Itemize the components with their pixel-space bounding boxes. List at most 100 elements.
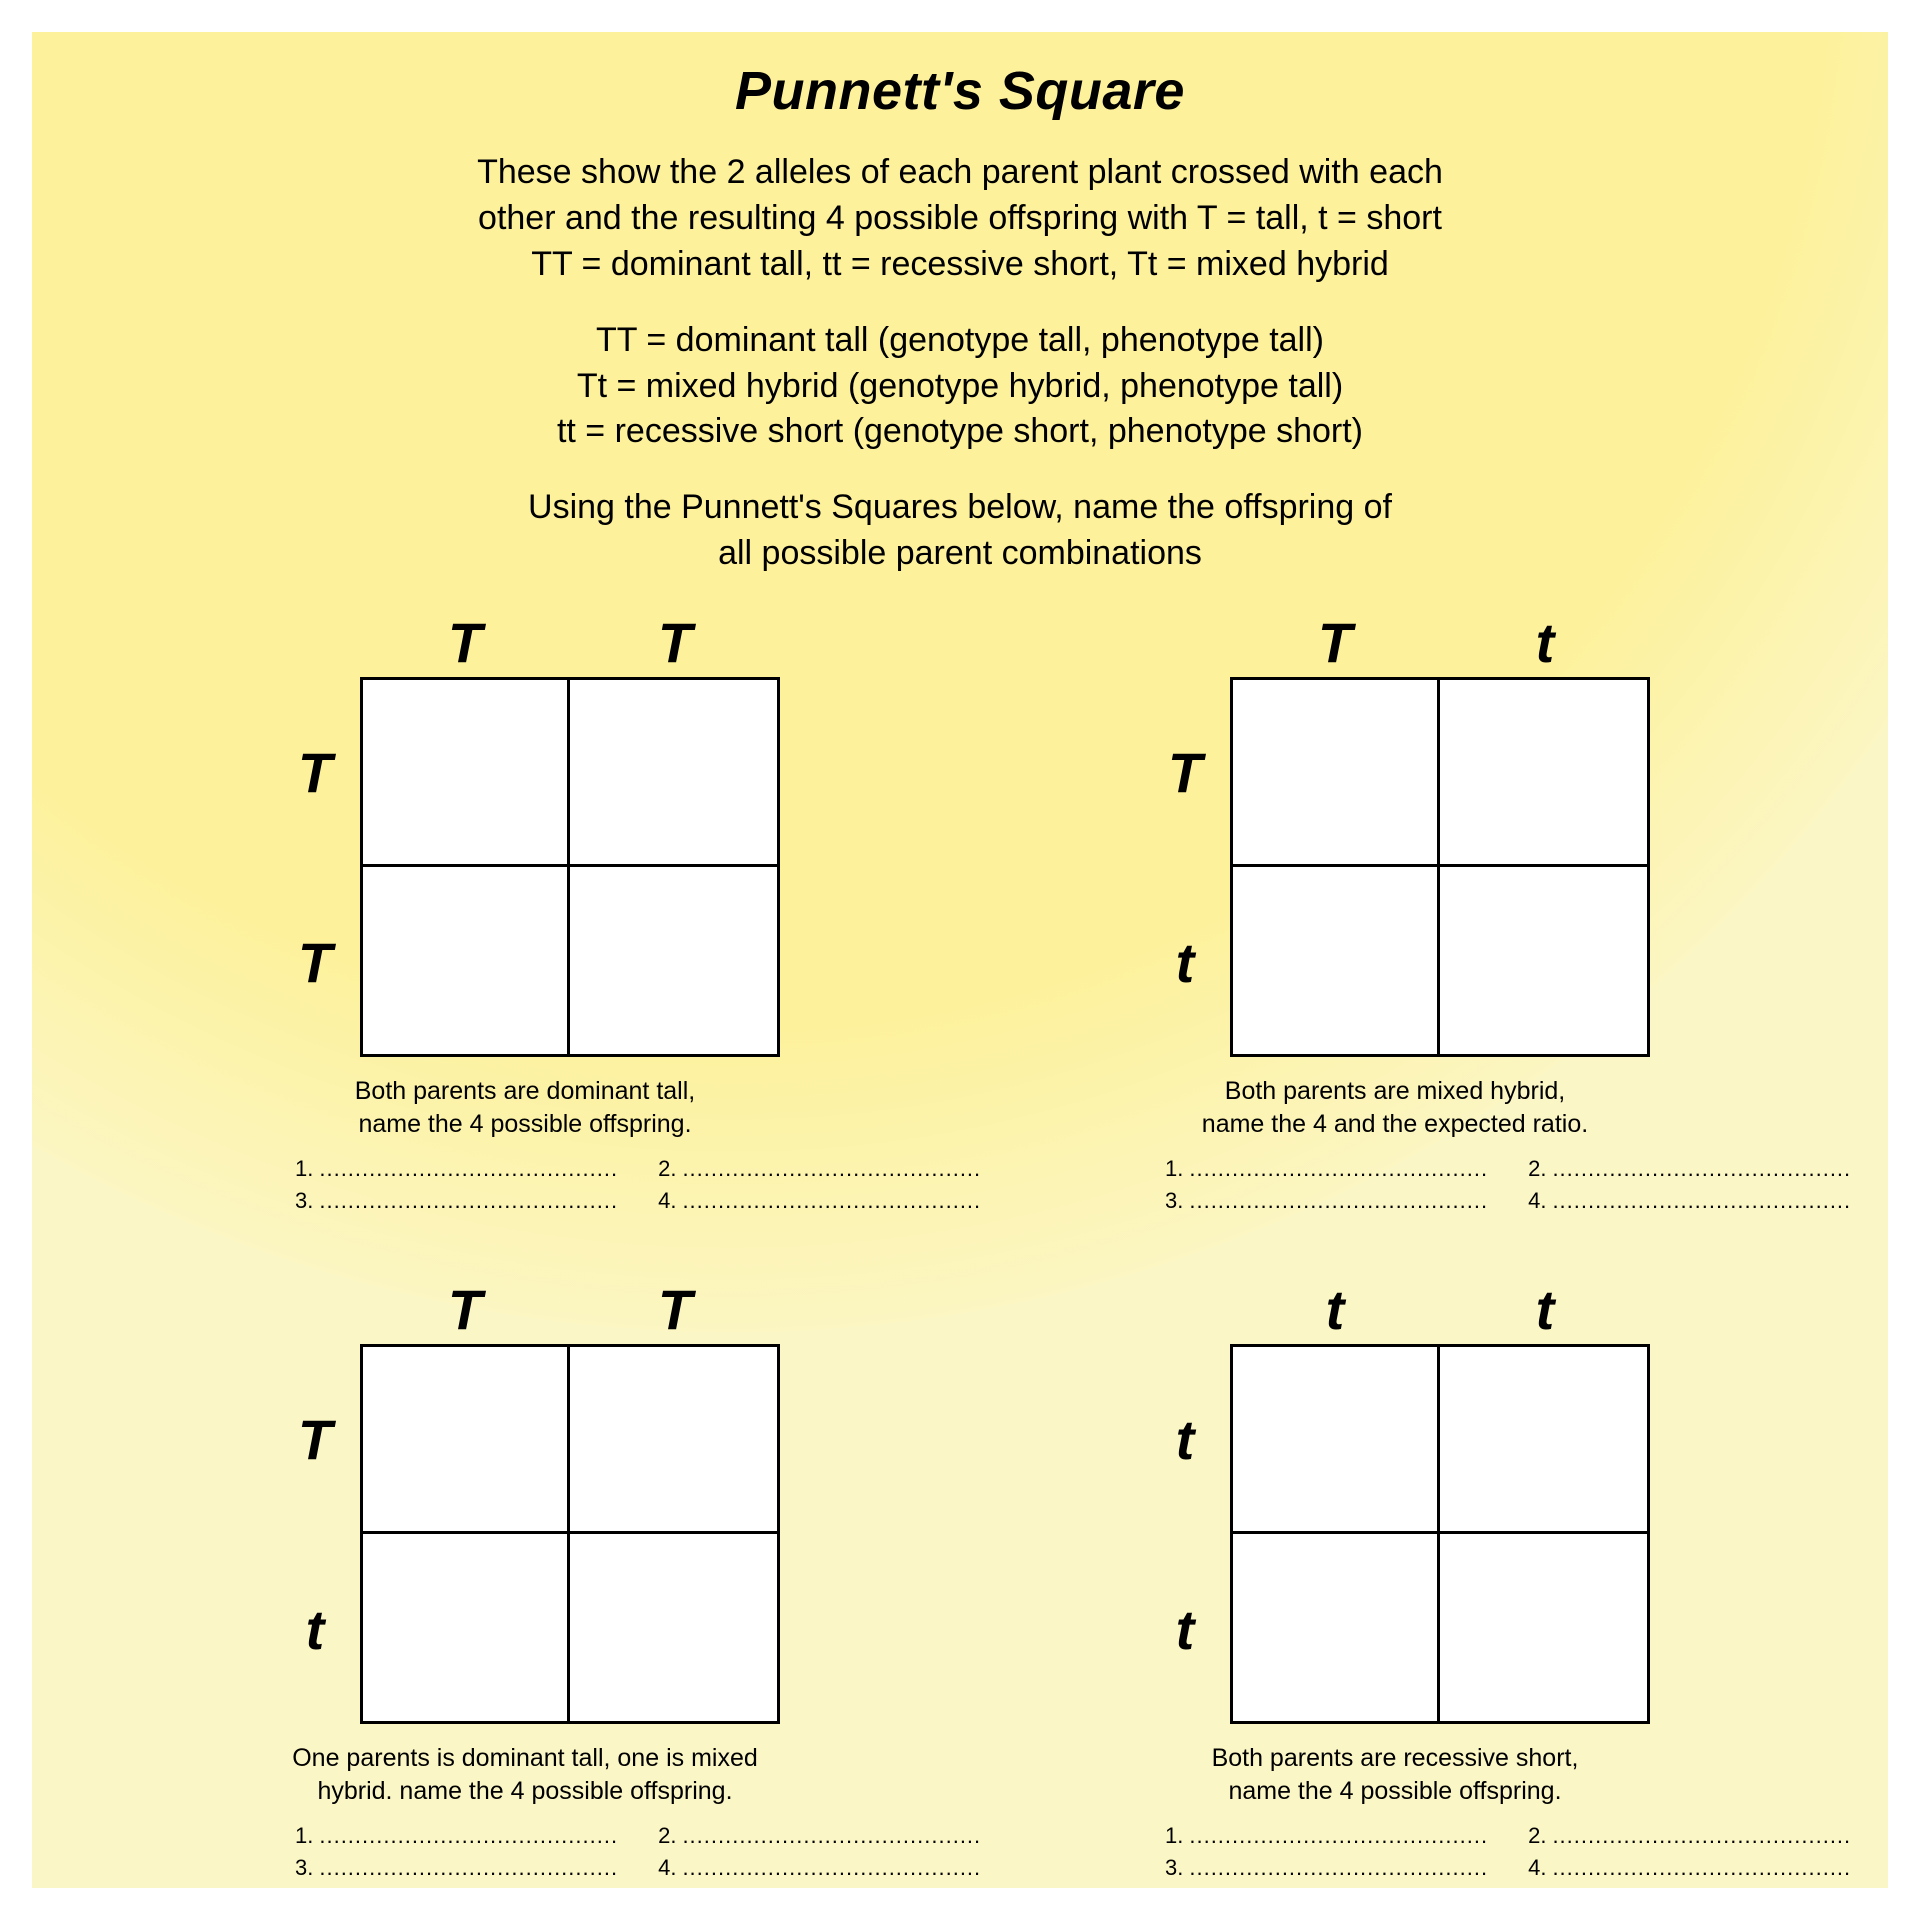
punnett-squares-grid: T T T T Both parents are dominant tall, … — [200, 607, 1720, 1881]
answer-number: 3. — [1165, 1188, 1183, 1214]
col-allele-label: T — [570, 1274, 780, 1344]
answer-number: 1. — [1165, 1156, 1183, 1182]
answer-blank[interactable]: 1.......................................… — [1165, 1823, 1488, 1849]
punnett-grid: t t t t — [1075, 1274, 1715, 1724]
answer-blank[interactable]: 2.......................................… — [1528, 1823, 1851, 1849]
punnett-square-3: T T T t One parents is dominant tall, on… — [205, 1274, 845, 1881]
row-allele-label: t — [1140, 867, 1230, 1057]
punnett-cell[interactable] — [570, 867, 780, 1057]
answer-blank[interactable]: 1.......................................… — [1165, 1156, 1488, 1182]
blank-dots: ........................................… — [1552, 1156, 1851, 1182]
blank-dots: ........................................… — [1552, 1855, 1851, 1881]
intro-line: Tt = mixed hybrid (genotype hybrid, phen… — [210, 364, 1710, 410]
answer-blanks: 1.......................................… — [205, 1823, 845, 1881]
blank-dots: ........................................… — [1189, 1156, 1488, 1182]
intro-para-1: These show the 2 alleles of each parent … — [210, 150, 1710, 288]
col-allele-label: T — [1230, 607, 1440, 677]
answer-number: 2. — [658, 1156, 676, 1182]
answer-blank[interactable]: 3.......................................… — [1165, 1188, 1488, 1214]
row-allele-label: T — [270, 677, 360, 867]
answer-number: 4. — [1528, 1855, 1546, 1881]
answer-blank[interactable]: 1.......................................… — [295, 1156, 618, 1182]
punnett-grid: T t T t — [1075, 607, 1715, 1057]
blank-dots: ........................................… — [319, 1823, 618, 1849]
answer-blank[interactable]: 4.......................................… — [1528, 1855, 1851, 1881]
punnett-cell[interactable] — [1230, 1344, 1440, 1534]
answer-blank[interactable]: 4.......................................… — [658, 1855, 981, 1881]
col-allele-label: t — [1230, 1274, 1440, 1344]
blank-dots: ........................................… — [319, 1156, 618, 1182]
answer-blank[interactable]: 1.......................................… — [295, 1823, 618, 1849]
col-allele-label: t — [1440, 607, 1650, 677]
intro-line: all possible parent combinations — [210, 531, 1710, 577]
answer-blanks: 1.......................................… — [1075, 1156, 1715, 1214]
answer-blank[interactable]: 4.......................................… — [1528, 1188, 1851, 1214]
square-caption: Both parents are mixed hybrid, name the … — [1075, 1075, 1715, 1140]
answer-blank[interactable]: 4.......................................… — [658, 1188, 981, 1214]
blank-dots: ........................................… — [1189, 1823, 1488, 1849]
answer-number: 4. — [658, 1855, 676, 1881]
caption-line: hybrid. name the 4 possible offspring. — [265, 1775, 785, 1808]
answer-number: 2. — [658, 1823, 676, 1849]
punnett-cell[interactable] — [1230, 677, 1440, 867]
worksheet-sheet: Punnett's Square These show the 2 allele… — [32, 32, 1888, 1888]
answer-number: 2. — [1528, 1823, 1546, 1849]
square-caption: Both parents are dominant tall, name the… — [205, 1075, 845, 1140]
answer-number: 4. — [658, 1188, 676, 1214]
row-allele-label: t — [1140, 1534, 1230, 1724]
answer-blank[interactable]: 2.......................................… — [658, 1823, 981, 1849]
blank-dots: ........................................… — [1552, 1188, 1851, 1214]
row-allele-label: t — [1140, 1344, 1230, 1534]
answer-number: 4. — [1528, 1188, 1546, 1214]
answer-number: 1. — [295, 1156, 313, 1182]
row-allele-label: T — [270, 1344, 360, 1534]
intro-line: TT = dominant tall, tt = recessive short… — [210, 242, 1710, 288]
punnett-cell[interactable] — [570, 677, 780, 867]
answer-number: 1. — [295, 1823, 313, 1849]
punnett-square-4: t t t t Both parents are recessive short… — [1075, 1274, 1715, 1881]
answer-number: 3. — [1165, 1855, 1183, 1881]
punnett-cell[interactable] — [1440, 677, 1650, 867]
caption-line: Both parents are dominant tall, — [265, 1075, 785, 1108]
punnett-cell[interactable] — [570, 1534, 780, 1724]
blank-dots: ........................................… — [682, 1823, 981, 1849]
punnett-grid: T T T T — [205, 607, 845, 1057]
punnett-cell[interactable] — [570, 1344, 780, 1534]
intro-line: other and the resulting 4 possible offsp… — [210, 196, 1710, 242]
answer-blank[interactable]: 2.......................................… — [658, 1156, 981, 1182]
blank-dots: ........................................… — [1552, 1823, 1851, 1849]
answer-number: 2. — [1528, 1156, 1546, 1182]
punnett-cell[interactable] — [360, 1344, 570, 1534]
punnett-cell[interactable] — [360, 1534, 570, 1724]
worksheet-content: Punnett's Square These show the 2 allele… — [32, 32, 1888, 1888]
punnett-cell[interactable] — [1230, 867, 1440, 1057]
punnett-cell[interactable] — [360, 867, 570, 1057]
caption-line: Both parents are mixed hybrid, — [1135, 1075, 1655, 1108]
blank-dots: ........................................… — [1189, 1855, 1488, 1881]
punnett-grid: T T T t — [205, 1274, 845, 1724]
answer-blank[interactable]: 3.......................................… — [1165, 1855, 1488, 1881]
intro-line: These show the 2 alleles of each parent … — [210, 150, 1710, 196]
answer-blank[interactable]: 3.......................................… — [295, 1188, 618, 1214]
answer-number: 3. — [295, 1188, 313, 1214]
square-caption: Both parents are recessive short, name t… — [1075, 1742, 1715, 1807]
blank-dots: ........................................… — [682, 1156, 981, 1182]
intro-para-2: TT = dominant tall (genotype tall, pheno… — [210, 318, 1710, 456]
col-allele-label: T — [360, 607, 570, 677]
punnett-cell[interactable] — [360, 677, 570, 867]
row-allele-label: T — [270, 867, 360, 1057]
blank-dots: ........................................… — [1189, 1188, 1488, 1214]
punnett-cell[interactable] — [1230, 1534, 1440, 1724]
punnett-cell[interactable] — [1440, 867, 1650, 1057]
answer-blank[interactable]: 2.......................................… — [1528, 1156, 1851, 1182]
punnett-square-1: T T T T Both parents are dominant tall, … — [205, 607, 845, 1214]
punnett-cell[interactable] — [1440, 1344, 1650, 1534]
answer-blank[interactable]: 3.......................................… — [295, 1855, 618, 1881]
intro-line: TT = dominant tall (genotype tall, pheno… — [210, 318, 1710, 364]
col-allele-label: T — [570, 607, 780, 677]
blank-dots: ........................................… — [682, 1188, 981, 1214]
punnett-square-2: T t T t Both parents are mixed hybrid, n… — [1075, 607, 1715, 1214]
caption-line: One parents is dominant tall, one is mix… — [265, 1742, 785, 1775]
punnett-cell[interactable] — [1440, 1534, 1650, 1724]
blank-dots: ........................................… — [319, 1855, 618, 1881]
